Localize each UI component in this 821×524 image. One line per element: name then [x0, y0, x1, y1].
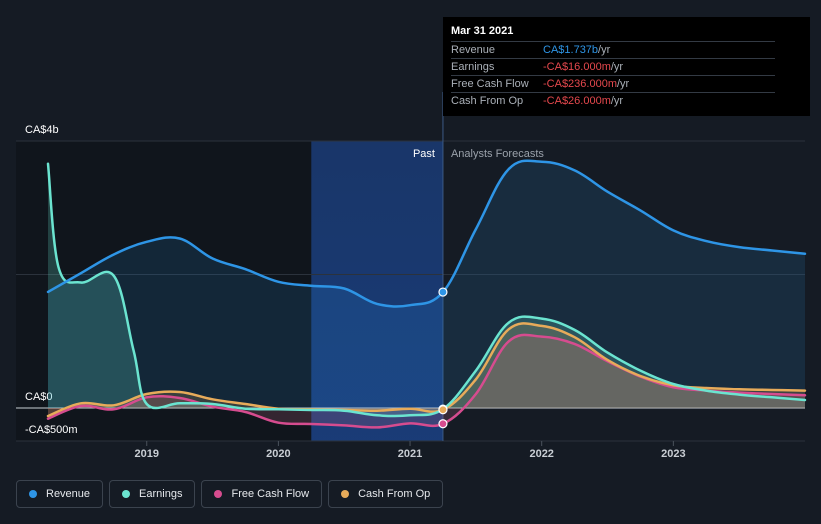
- legend-label-cfo: Cash From Op: [358, 488, 431, 500]
- tooltip-value-earnings: -CA$16.000m: [543, 61, 611, 73]
- line-earnings: [46, 162, 807, 418]
- tooltip-date: Mar 31 2021: [451, 25, 514, 37]
- legend-label-earnings: Earnings: [139, 488, 183, 500]
- x-tick-label: 2019: [134, 448, 158, 460]
- legend: Revenue Earnings Free Cash Flow Cash Fro…: [16, 480, 444, 508]
- line-free-cash-flow: [46, 333, 807, 429]
- tooltip-label-revenue: Revenue: [451, 44, 496, 56]
- legend-dot-earnings: [122, 490, 131, 498]
- tooltip-row-revenue: Revenue CA$1.737b /yr: [451, 41, 775, 58]
- legend-dot-fcf: [214, 490, 223, 498]
- y-tick-label: CA$4b: [25, 124, 59, 136]
- tooltip-label-earnings: Earnings: [451, 61, 495, 73]
- area-cash-from-op: [48, 323, 805, 416]
- legend-dot-revenue: [29, 490, 37, 498]
- legend-item-earnings[interactable]: Earnings: [109, 480, 196, 508]
- x-tick-label: 2023: [661, 448, 685, 460]
- tooltip-value-fcf: -CA$236.000m: [543, 78, 617, 90]
- legend-item-revenue[interactable]: Revenue: [16, 480, 104, 508]
- legend-item-fcf[interactable]: Free Cash Flow: [201, 480, 323, 508]
- y-tick-label: -CA$500m: [25, 424, 78, 436]
- y-tick-label: CA$0: [25, 391, 53, 403]
- tooltip-label-cfo: Cash From Op: [451, 95, 524, 107]
- forecast-label: Analysts Forecasts: [451, 148, 544, 160]
- tooltip-value-cfo: -CA$26.000m: [543, 95, 611, 107]
- x-tick-label: 2022: [529, 448, 553, 460]
- tooltip-unit-revenue: /yr: [598, 44, 611, 56]
- tooltip-row-earnings: Earnings -CA$16.000m /yr: [451, 58, 775, 75]
- tooltip-label-fcf: Free Cash Flow: [451, 78, 529, 90]
- legend-dot-cfo: [341, 490, 350, 498]
- legend-label-fcf: Free Cash Flow: [231, 488, 310, 500]
- area-free-cash-flow: [48, 334, 805, 428]
- area-revenue: [48, 160, 805, 408]
- marker-revenue: [438, 287, 448, 297]
- tooltip-unit-cfo: /yr: [610, 95, 624, 107]
- tooltip-value-revenue: CA$1.737b: [543, 44, 599, 56]
- legend-item-cfo[interactable]: Cash From Op: [328, 480, 444, 508]
- tooltip-row-fcf: Free Cash Flow -CA$236.000m /yr: [451, 75, 775, 92]
- tooltip: Mar 31 2021 Revenue CA$1.737b /yr Earnin…: [443, 17, 810, 116]
- chart-svg: CA$4b CA$0 -CA$500m 2019 2020 2021 2022 2023 Pas…: [16, 92, 807, 460]
- marker-cash-from-op: [438, 405, 448, 415]
- legend-label-revenue: Revenue: [46, 488, 91, 500]
- x-tick-label: 2020: [266, 448, 290, 460]
- area-earnings: [48, 163, 805, 417]
- tooltip-unit-earnings: /yr: [610, 61, 624, 73]
- tooltip-row-cfo: Cash From Op -CA$26.000m /yr: [451, 92, 775, 109]
- line-revenue: [46, 159, 807, 308]
- x-tick-label: 2021: [398, 448, 422, 460]
- past-highlight-region: [311, 141, 443, 441]
- past-label: Past: [413, 148, 435, 160]
- tooltip-unit-fcf: /yr: [617, 78, 630, 90]
- marker-free-cash-flow: [438, 419, 448, 429]
